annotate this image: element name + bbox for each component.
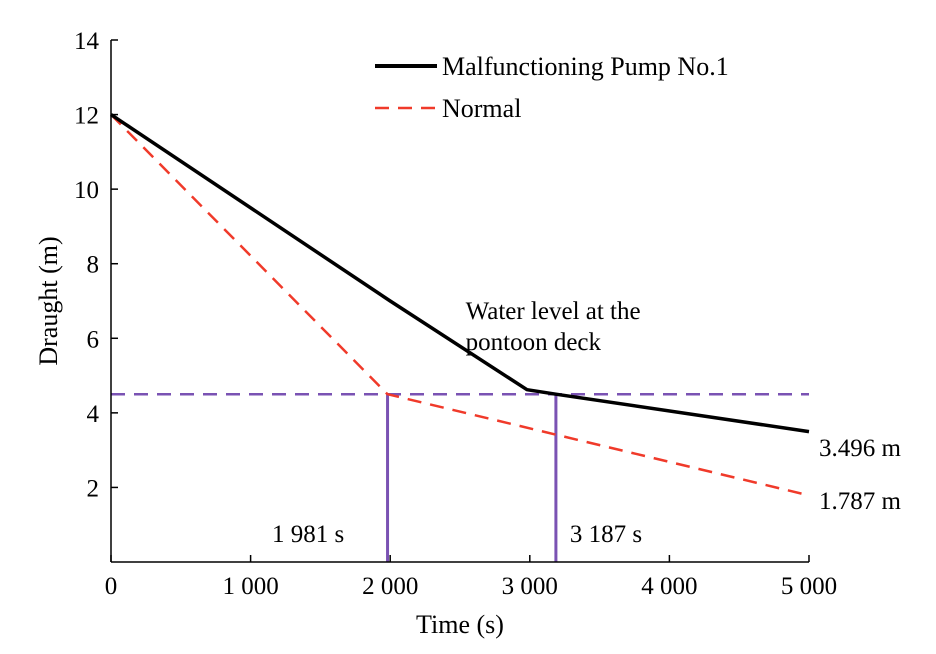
series-line-malfunctioning-pump-no-1 — [110, 113, 810, 434]
x-tick-label: 5 000 — [781, 573, 837, 600]
legend-label-1: Normal — [442, 94, 521, 123]
y-tick-label: 6 — [87, 326, 100, 353]
y-tick-label: 8 — [87, 252, 100, 279]
x-tick-label: 0 — [105, 573, 118, 600]
y-axis-title: Draught (m) — [34, 236, 63, 365]
series-lines — [110, 113, 810, 497]
annotation-end1: 3.496 m — [819, 435, 902, 462]
y-tick-label: 14 — [74, 28, 100, 55]
annotations: Water level at the pontoon deck 1 981 s 3 1… — [272, 298, 901, 548]
x-tick-label: 4 000 — [641, 573, 697, 600]
y-tick-label: 12 — [74, 103, 99, 130]
reference-lines — [111, 392, 809, 562]
x-axis-title: Time (s) — [416, 610, 504, 639]
y-tick-label: 10 — [74, 177, 99, 204]
annotation-line: Water level at the — [466, 298, 641, 325]
annotation-t2: 3 187 s — [570, 521, 642, 548]
x-tick-label: 2 000 — [362, 573, 418, 600]
axis-ticks: 0 1 000 2 000 3 000 4 000 5 000 2 4 6 8 10 12 14 — [74, 28, 837, 600]
annotation-water-level: Water level at the pontoon deck — [466, 298, 641, 356]
axes — [110, 40, 809, 563]
annotation-t1: 1 981 s — [272, 521, 344, 548]
y-tick-label: 2 — [87, 475, 100, 502]
annotation-end2: 1.787 m — [819, 488, 902, 515]
x-tick-label: 3 000 — [502, 573, 558, 600]
annotation-line: pontoon deck — [466, 329, 602, 356]
legend: Malfunctioning Pump No.1 Normal — [375, 52, 729, 123]
series-line-normal — [110, 113, 810, 497]
y-tick-label: 4 — [87, 401, 100, 428]
x-tick-label: 1 000 — [222, 573, 278, 600]
legend-label-0: Malfunctioning Pump No.1 — [442, 52, 729, 81]
